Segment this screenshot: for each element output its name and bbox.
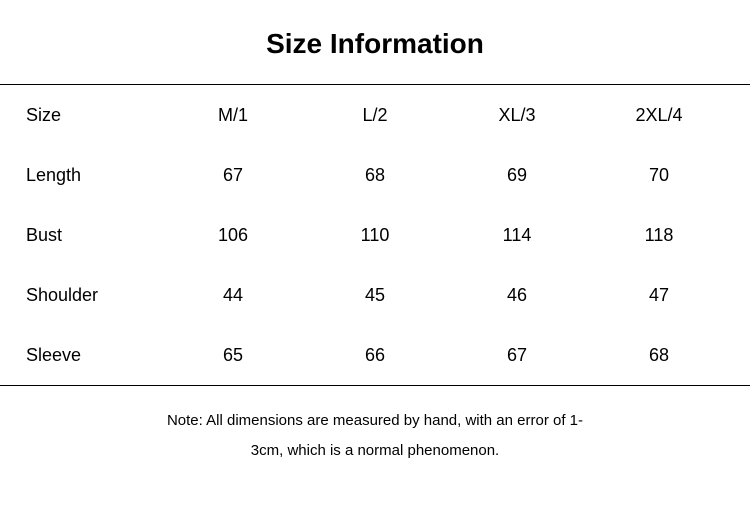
cell: 65 <box>162 325 304 385</box>
cell: 45 <box>304 265 446 325</box>
cell: 70 <box>588 145 730 205</box>
table-row: Bust 106 110 114 118 <box>20 205 730 265</box>
cell: 67 <box>446 325 588 385</box>
row-label: Shoulder <box>20 265 162 325</box>
cell: L/2 <box>304 85 446 145</box>
cell: 68 <box>304 145 446 205</box>
size-table: Size M/1 L/2 XL/3 2XL/4 Length 67 68 69 … <box>20 85 730 385</box>
table-row: Sleeve 65 66 67 68 <box>20 325 730 385</box>
cell: XL/3 <box>446 85 588 145</box>
row-label: Sleeve <box>20 325 162 385</box>
row-label: Size <box>20 85 162 145</box>
cell: 2XL/4 <box>588 85 730 145</box>
cell: 118 <box>588 205 730 265</box>
cell: 110 <box>304 205 446 265</box>
cell: 106 <box>162 205 304 265</box>
cell: 67 <box>162 145 304 205</box>
cell: 114 <box>446 205 588 265</box>
size-table-container: Size M/1 L/2 XL/3 2XL/4 Length 67 68 69 … <box>0 84 750 386</box>
cell: 44 <box>162 265 304 325</box>
row-label: Length <box>20 145 162 205</box>
table-row: Shoulder 44 45 46 47 <box>20 265 730 325</box>
cell: 66 <box>304 325 446 385</box>
cell: M/1 <box>162 85 304 145</box>
table-row: Size M/1 L/2 XL/3 2XL/4 <box>20 85 730 145</box>
cell: 46 <box>446 265 588 325</box>
cell: 68 <box>588 325 730 385</box>
cell: 69 <box>446 145 588 205</box>
cell: 47 <box>588 265 730 325</box>
row-label: Bust <box>20 205 162 265</box>
table-row: Length 67 68 69 70 <box>20 145 730 205</box>
page-title: Size Information <box>0 0 750 84</box>
footnote: Note: All dimensions are measured by han… <box>115 386 635 466</box>
